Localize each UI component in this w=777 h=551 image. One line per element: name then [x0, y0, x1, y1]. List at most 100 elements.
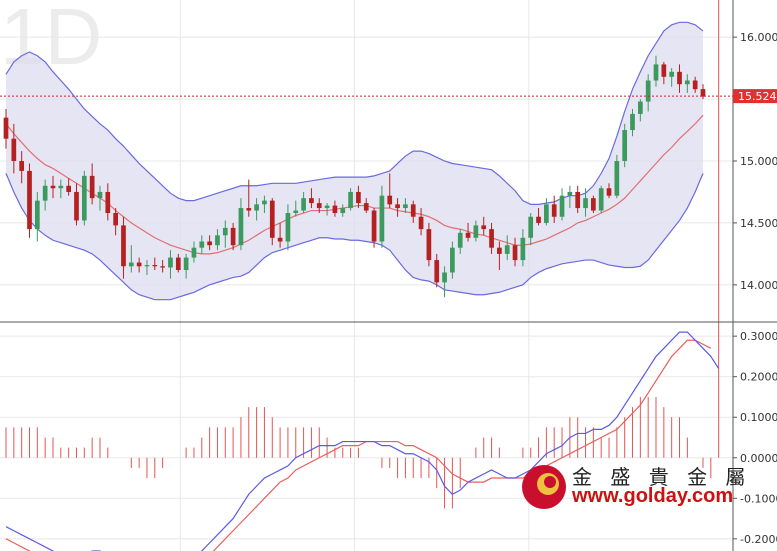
- candle-body: [645, 80, 651, 102]
- candle-body: [97, 191, 103, 199]
- candle-body: [504, 245, 510, 254]
- price-tick-label: 15.000: [740, 155, 777, 168]
- candle-body: [332, 205, 338, 214]
- price-tick-label: 14.500: [740, 217, 777, 230]
- candle-body: [575, 191, 581, 209]
- candle-body: [27, 170, 32, 230]
- candle-body: [700, 89, 706, 97]
- candle-body: [457, 232, 463, 248]
- last-price-value: 15.524: [738, 90, 777, 103]
- macd-signal-line: [5, 339, 712, 551]
- candle-body: [434, 260, 440, 283]
- candle-body: [442, 272, 447, 283]
- candle-body: [285, 213, 291, 242]
- candle-body: [614, 161, 620, 196]
- macd-line: [5, 331, 720, 551]
- candle-body: [512, 245, 518, 261]
- candle-body: [316, 203, 322, 209]
- macd-tick-label: 0.2000: [740, 371, 777, 384]
- candlestick-layer: [3, 55, 706, 298]
- candle-body: [42, 185, 48, 201]
- logo-chinese-text: 金 盛 貴 金 屬: [572, 465, 751, 489]
- candle-body: [356, 191, 361, 204]
- candle-body: [450, 247, 455, 273]
- candle-body: [105, 191, 111, 214]
- bollinger-upper-band: [5, 21, 704, 205]
- candle-body: [81, 175, 87, 221]
- candle-body: [630, 113, 635, 131]
- macd-layer: [5, 0, 720, 551]
- candle-body: [379, 195, 385, 242]
- candle-body: [567, 191, 573, 196]
- candle-body: [230, 227, 236, 246]
- candle-body: [74, 191, 79, 221]
- bollinger-lower-band: [5, 173, 704, 301]
- candle-body: [598, 188, 604, 211]
- bollinger-middle-ma: [5, 114, 704, 255]
- candle-body: [199, 241, 205, 248]
- candle-body: [238, 208, 244, 246]
- candle-body: [661, 64, 667, 77]
- candle-body: [168, 257, 173, 268]
- macd-tick-label: 0.0000: [740, 452, 777, 465]
- candle-body: [395, 204, 400, 209]
- candle-body: [324, 205, 330, 209]
- candle-body: [269, 200, 275, 238]
- candle-body: [19, 161, 25, 171]
- candle-body: [246, 208, 252, 211]
- logo-emblem-core: [544, 476, 556, 488]
- candle-body: [136, 262, 142, 267]
- candle-body: [403, 204, 408, 209]
- candle-body: [489, 229, 494, 248]
- candle-body: [215, 235, 220, 246]
- candle-body: [481, 225, 487, 230]
- candle-body: [653, 64, 659, 81]
- candle-body: [34, 200, 40, 230]
- candle-body: [473, 225, 479, 238]
- macd-tick-label: -0.1000: [740, 492, 777, 505]
- candle-body: [559, 195, 565, 217]
- candle-body: [3, 117, 9, 139]
- macd-tick-label: 0.3000: [740, 330, 777, 343]
- candle-body: [348, 191, 353, 209]
- candle-body: [254, 204, 259, 211]
- candle-body: [426, 229, 432, 261]
- golday-logo: 金 盛 貴 金 屬 www.golday.com: [522, 465, 751, 509]
- candle-body: [66, 185, 72, 192]
- candle-body: [591, 198, 596, 211]
- candle-body: [58, 185, 64, 189]
- candle-body: [536, 216, 541, 223]
- macd-axis: 0.3000 0.2000 0.1000 0.0000 -0.1000 -0.2000: [733, 330, 777, 546]
- price-tick-label: 14.000: [740, 279, 777, 292]
- candle-body: [207, 241, 212, 246]
- candle-body: [637, 101, 643, 114]
- candle-body: [387, 195, 393, 205]
- candle-body: [363, 203, 369, 211]
- candle-body: [89, 175, 95, 199]
- candle-body: [606, 188, 612, 196]
- candle-body: [371, 210, 377, 242]
- candle-body: [622, 130, 628, 161]
- candle-body: [340, 208, 346, 214]
- candle-body: [222, 227, 228, 236]
- candle-body: [583, 198, 588, 209]
- candle-body: [677, 71, 682, 85]
- candle-body: [50, 185, 56, 189]
- candle-body: [684, 80, 690, 85]
- candle-body: [191, 247, 197, 258]
- candle-body: [309, 198, 314, 204]
- candle-body: [152, 265, 158, 267]
- price-tick-label: 16.000: [740, 31, 777, 44]
- macd-tick-label: 0.1000: [740, 411, 777, 424]
- candle-body: [669, 71, 675, 77]
- macd-tick-label: -0.2000: [740, 533, 777, 546]
- last-price-tag: [733, 89, 777, 104]
- candle-body: [418, 216, 424, 230]
- candle-body: [121, 225, 126, 267]
- candle-body: [128, 262, 134, 267]
- candle-body: [183, 257, 189, 270]
- candle-body: [175, 257, 181, 270]
